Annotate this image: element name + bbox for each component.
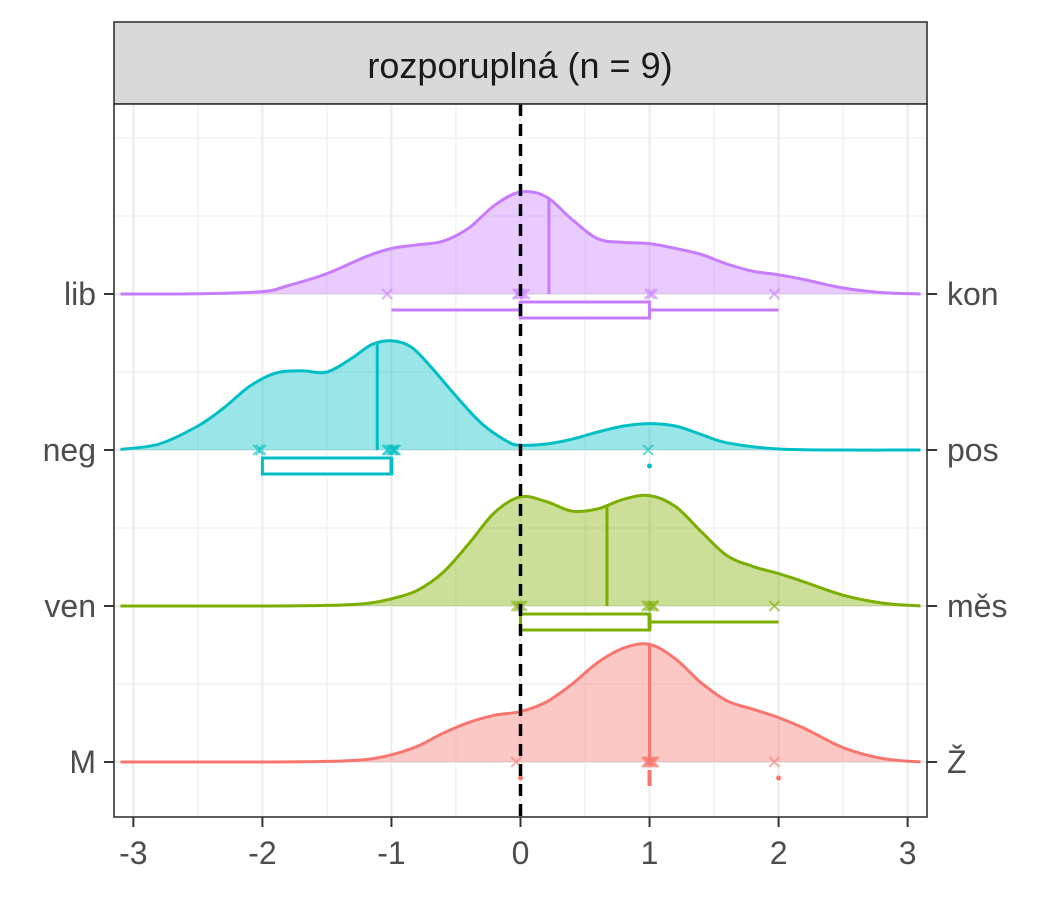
data-point (385, 444, 398, 456)
data-point (768, 600, 781, 612)
density-area (120, 191, 921, 295)
data-point (768, 288, 781, 300)
x-tick-label: -2 (248, 835, 276, 871)
box-iqr (519, 300, 652, 320)
strip-header: rozporuplná (n = 9) (113, 21, 928, 105)
data-point (381, 288, 393, 300)
y-label-left-M: M (69, 744, 96, 780)
strip-background (113, 21, 928, 105)
x-tick-label: 3 (899, 835, 917, 871)
box-iqr (260, 456, 393, 476)
y-label-right-Ž: Ž (947, 744, 967, 780)
outlier-point (647, 463, 653, 469)
ridge-row-lib (120, 190, 921, 320)
axes: -3 -2 -1 0 1 2 3 lib kon neg pos ven měs M Ž (43, 276, 1008, 871)
y-label-right-měs: měs (947, 588, 1007, 624)
outlier-point (776, 775, 782, 781)
data-point (768, 756, 781, 768)
y-label-left-neg: neg (43, 432, 96, 468)
data-point (643, 288, 656, 300)
x-tick-label: 0 (512, 835, 530, 871)
density-area (120, 643, 921, 763)
data-point (646, 600, 659, 612)
data-point (646, 288, 659, 300)
y-label-left-lib: lib (64, 276, 96, 312)
density-curve (120, 642, 921, 764)
y-label-right-pos: pos (947, 432, 999, 468)
density-curve (120, 339, 921, 452)
box-iqr (519, 612, 652, 632)
data-point (642, 444, 654, 456)
density-area (120, 340, 921, 451)
y-label-right-kon: kon (947, 276, 999, 312)
y-label-left-ven: ven (44, 588, 96, 624)
ridge-row-M (120, 642, 921, 786)
ridge-row-neg (120, 339, 921, 476)
data-point (643, 600, 656, 612)
data-point (252, 444, 264, 456)
x-tick-label: 1 (641, 835, 659, 871)
data-point (381, 444, 393, 456)
x-tick-label: -3 (119, 835, 147, 871)
data-point (255, 444, 267, 456)
data-point (643, 756, 656, 768)
density-curve (120, 190, 921, 296)
data-point (646, 756, 659, 768)
x-tick-label: -1 (377, 835, 405, 871)
density-curve (120, 493, 921, 608)
x-tick-label: 2 (770, 835, 788, 871)
panel-title: rozporuplná (n = 9) (367, 45, 672, 86)
outlier-point (518, 775, 523, 781)
